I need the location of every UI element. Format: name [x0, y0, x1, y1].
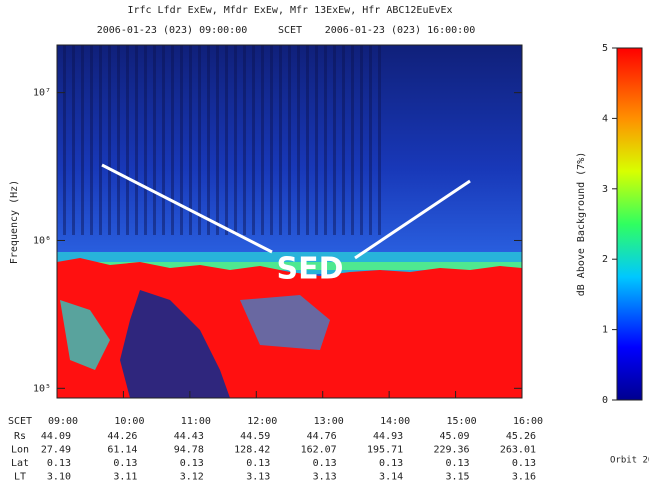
- x-tick-label: 11:00: [181, 416, 211, 427]
- ephemeris-value: 3.12: [180, 472, 204, 483]
- ephemeris-value: 128.42: [234, 445, 270, 456]
- ephemeris-value: 27.49: [41, 445, 71, 456]
- ephemeris-value: 0.13: [445, 458, 469, 469]
- ephemeris-value: 0.13: [512, 458, 536, 469]
- x-tick-label: 10:00: [114, 416, 144, 427]
- ephemeris-value: 3.13: [246, 472, 270, 483]
- ephemeris-label: Rs: [14, 431, 26, 442]
- ephemeris-value: 44.43: [174, 431, 204, 442]
- colorbar-tick-label: 5: [602, 43, 608, 54]
- ephemeris-value: 44.59: [240, 431, 270, 442]
- ephemeris-value: 3.14: [379, 472, 403, 483]
- y-tick-label: 10⁶: [33, 235, 51, 246]
- x-tick-label: 12:00: [247, 416, 277, 427]
- y-tick-label: 10⁵: [33, 383, 51, 394]
- x-tick-label: 14:00: [380, 416, 410, 427]
- ephemeris-label: Lon: [11, 445, 29, 456]
- ephemeris-value: 0.13: [47, 458, 71, 469]
- ephemeris-label: LT: [14, 472, 26, 483]
- ephemeris-value: 45.09: [439, 431, 469, 442]
- x-tick-label: 16:00: [513, 416, 543, 427]
- ephemeris-value: 0.13: [246, 458, 270, 469]
- ephemeris-value: 0.13: [180, 458, 204, 469]
- subtitle-start: 2006-01-23 (023) 09:00:00: [97, 25, 248, 36]
- ephemeris-label: Lat: [11, 458, 29, 469]
- chart: SED Irfc Lfdr ExEw, Mfdr ExEw, Mfr 13ExE…: [0, 0, 649, 487]
- ephemeris-value: 44.93: [373, 431, 403, 442]
- subtitle-mid: SCET: [278, 25, 302, 36]
- ephemeris-value: 3.10: [47, 472, 71, 483]
- page: {"chart_data": {"type": "spectrogram", "…: [0, 0, 649, 487]
- spectrogram: SED: [57, 45, 522, 398]
- ephemeris-value: 263.01: [500, 445, 536, 456]
- ephemeris-value: 94.78: [174, 445, 204, 456]
- y-axis-label: Frequency (Hz): [9, 180, 20, 264]
- ephemeris-value: 44.26: [107, 431, 137, 442]
- ephemeris-value: 229.36: [433, 445, 469, 456]
- colorbar-label: dB Above Background (7%): [576, 152, 587, 297]
- colorbar: [617, 48, 642, 400]
- spectrogram-texture: [57, 45, 387, 235]
- ephemeris-value: 45.26: [506, 431, 536, 442]
- ephemeris-value: 195.71: [367, 445, 403, 456]
- ephemeris-value: 0.13: [313, 458, 337, 469]
- ephemeris-value: 44.76: [307, 431, 337, 442]
- colorbar-tick-label: 1: [602, 325, 608, 336]
- colorbar-tick-label: 3: [602, 184, 608, 195]
- footer: Orbit 20: [610, 456, 649, 466]
- ephemeris-value: 61.14: [107, 445, 137, 456]
- colorbar-tick-label: 2: [602, 254, 608, 265]
- ephemeris-value: 3.15: [445, 472, 469, 483]
- x-axis-label: SCET: [8, 416, 32, 427]
- colorbar-tick-label: 0: [602, 395, 608, 406]
- ephemeris-value: 3.16: [512, 472, 536, 483]
- chart-title: Irfc Lfdr ExEw, Mfdr ExEw, Mfr 13ExEw, H…: [127, 5, 452, 16]
- ephemeris-value: 3.11: [113, 472, 137, 483]
- ephemeris-value: 3.13: [313, 472, 337, 483]
- subtitle-end: 2006-01-23 (023) 16:00:00: [325, 25, 476, 36]
- x-tick-label: 13:00: [314, 416, 344, 427]
- y-tick-label: 10⁷: [33, 88, 51, 99]
- ephemeris-value: 44.09: [41, 431, 71, 442]
- annotation: SED: [276, 252, 343, 287]
- colorbar-tick-label: 4: [602, 113, 608, 124]
- ephemeris-value: 162.07: [301, 445, 337, 456]
- x-tick-label: 15:00: [447, 416, 477, 427]
- ephemeris-value: 0.13: [113, 458, 137, 469]
- ephemeris-value: 0.13: [379, 458, 403, 469]
- x-tick-label: 09:00: [48, 416, 78, 427]
